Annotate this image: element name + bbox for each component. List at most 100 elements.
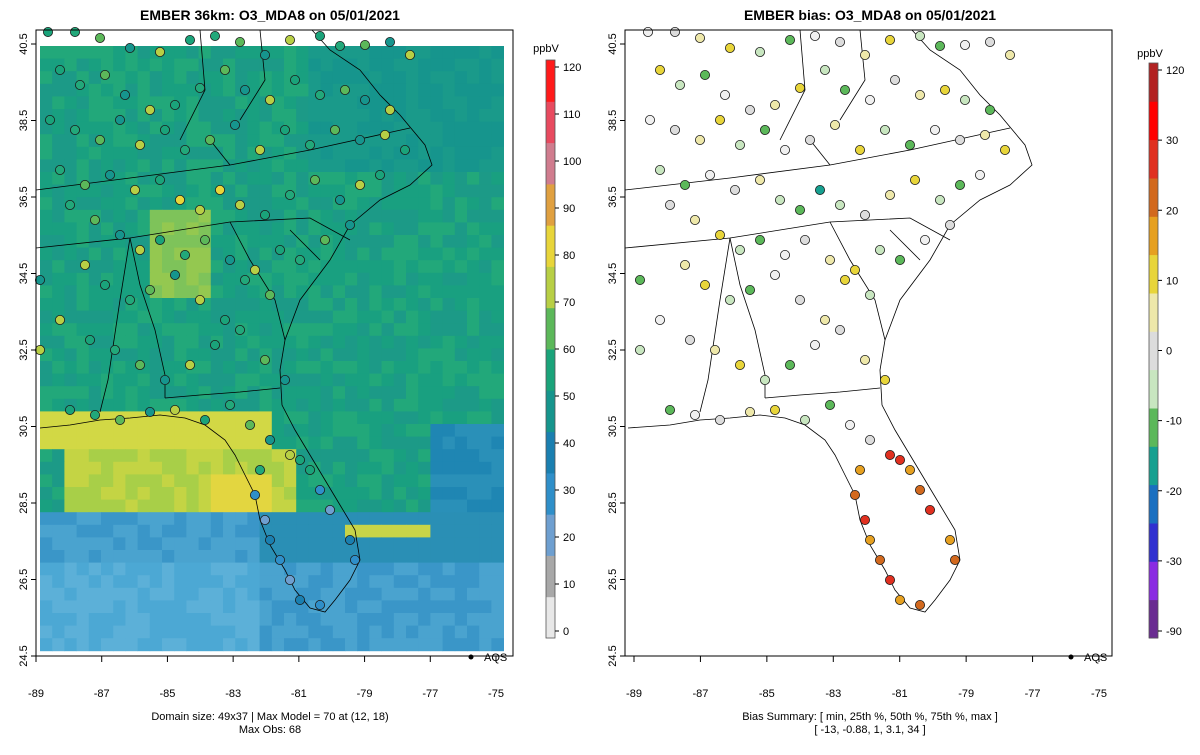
model-grid-cell <box>332 184 346 198</box>
model-grid-cell <box>430 83 443 97</box>
model-grid-cell <box>393 298 407 311</box>
model-grid-cell <box>210 562 224 576</box>
model-grid-cell <box>454 83 468 97</box>
model-grid-cell <box>186 71 199 85</box>
model-grid-cell <box>393 184 407 198</box>
model-grid-cell <box>271 260 285 274</box>
model-grid-cell <box>357 159 370 173</box>
model-grid-cell <box>332 247 346 261</box>
model-grid-cell <box>406 121 419 135</box>
x-tick-label: -89 <box>28 688 44 700</box>
model-grid-cell <box>198 424 212 437</box>
model-grid-cell <box>320 373 334 387</box>
colorbar-segment <box>1149 369 1158 409</box>
model-grid-cell <box>454 71 468 85</box>
model-grid-cell <box>430 285 443 299</box>
model-grid-cell <box>76 613 90 626</box>
model-grid-cell <box>40 524 53 538</box>
model-grid-cell <box>406 436 419 450</box>
model-grid-cell <box>40 172 53 185</box>
model-grid-cell <box>125 575 138 589</box>
model-grid-cell <box>174 625 187 639</box>
left-map-panel: EMBER 36km: O3_MDA8 on 05/01/2021 40.538… <box>18 7 581 736</box>
observation-point <box>209 30 220 41</box>
model-grid-cell <box>345 323 358 337</box>
model-grid-cell <box>210 197 224 211</box>
model-grid-cell <box>88 499 102 513</box>
model-grid-cell <box>223 474 236 488</box>
model-grid-cell <box>52 424 65 437</box>
observation-point <box>274 555 285 566</box>
model-grid-cell <box>186 373 199 387</box>
left-border-line <box>229 221 286 341</box>
model-grid-cell <box>467 209 480 223</box>
model-grid-cell <box>186 209 199 223</box>
model-grid-cell <box>393 335 407 349</box>
model-grid-cell <box>76 310 90 324</box>
model-grid-cell <box>332 272 346 286</box>
model-grid-cell <box>393 209 407 223</box>
model-grid-cell <box>320 46 334 59</box>
model-grid-cell <box>101 121 114 135</box>
model-grid-cell <box>186 260 199 274</box>
colorbar-segment <box>546 431 555 474</box>
x-tick-label: -83 <box>225 688 241 700</box>
observation-point <box>219 314 230 325</box>
model-grid-cell <box>137 172 151 185</box>
observation-point <box>294 454 305 465</box>
model-grid-cell <box>332 411 346 425</box>
model-grid-cell <box>406 298 419 311</box>
bias-point <box>865 535 876 546</box>
model-grid-cell <box>430 575 443 589</box>
model-grid-cell <box>162 562 175 576</box>
y-tick-label: 38.5 <box>18 110 30 131</box>
model-grid-cell <box>467 335 480 349</box>
model-grid-cell <box>52 83 65 97</box>
model-grid-cell <box>137 335 151 349</box>
bias-point <box>815 184 826 195</box>
model-grid-cell <box>113 499 126 513</box>
model-grid-cell <box>247 121 260 135</box>
model-grid-cell <box>308 361 321 374</box>
model-grid-cell <box>210 499 224 513</box>
model-grid-cell <box>442 235 456 248</box>
model-grid-cell <box>162 134 175 148</box>
model-grid-cell <box>345 46 358 59</box>
colorbar-tick-label: 80 <box>563 250 575 262</box>
model-grid-cell <box>479 121 492 135</box>
model-grid-cell <box>393 46 407 59</box>
model-grid-cell <box>430 209 443 223</box>
bias-point <box>935 41 946 52</box>
model-grid-cell <box>210 285 224 299</box>
model-grid-cell <box>454 550 468 563</box>
model-grid-cell <box>442 83 456 97</box>
model-grid-cell <box>259 134 273 148</box>
model-grid-cell <box>125 436 138 450</box>
model-grid-cell <box>332 361 346 374</box>
model-grid-cell <box>40 487 53 500</box>
model-grid-cell <box>174 487 187 500</box>
model-grid-cell <box>198 109 212 122</box>
model-grid-cell <box>467 537 480 551</box>
observation-point <box>259 354 270 365</box>
model-grid-cell <box>210 109 224 122</box>
model-grid-cell <box>149 209 163 223</box>
model-grid-cell <box>174 386 187 400</box>
model-grid-cell <box>296 499 309 513</box>
bias-point <box>670 125 681 136</box>
colorbar-tick-label: 100 <box>563 156 581 168</box>
model-grid-cell <box>198 587 212 601</box>
bias-point <box>643 26 654 37</box>
model-grid-cell <box>491 260 504 274</box>
right-border-line <box>779 29 806 141</box>
model-grid-cell <box>40 449 53 463</box>
model-grid-cell <box>137 386 151 400</box>
model-grid-cell <box>357 487 370 500</box>
model-grid-cell <box>210 146 224 160</box>
model-grid-cell <box>308 575 321 589</box>
observation-point <box>314 600 325 611</box>
model-grid-cell <box>491 550 504 563</box>
model-grid-cell <box>332 449 346 463</box>
model-grid-cell <box>113 209 126 223</box>
model-grid-cell <box>479 323 492 337</box>
